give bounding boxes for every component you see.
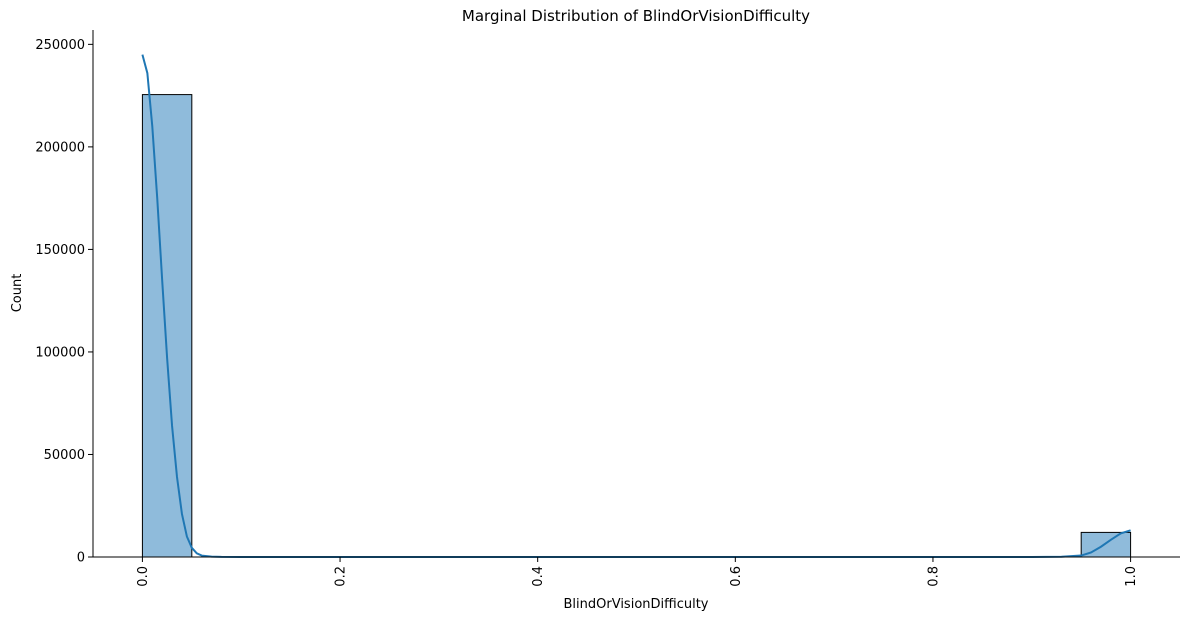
x-tick-label-1: 0.2 (334, 566, 349, 587)
y-tick-label-1: 50000 (44, 448, 85, 463)
y-tick-label-0: 0 (77, 551, 85, 566)
y-axis-ticks: 0 50000 100000 150000 200000 250000 (35, 38, 93, 566)
kde-line (141, 54, 1131, 558)
chart-title: Marginal Distribution of BlindOrVisionDi… (462, 7, 810, 25)
y-axis-label: Count (10, 274, 25, 313)
plot-area (141, 54, 1132, 558)
y-tick-label-2: 100000 (35, 345, 85, 360)
x-axis-label: BlindOrVisionDifficulty (564, 597, 709, 612)
x-tick-label-2: 0.4 (531, 566, 546, 587)
y-tick-label-3: 150000 (35, 243, 85, 258)
histogram-bar-0 (141, 94, 193, 558)
y-tick-label-4: 200000 (35, 140, 85, 155)
x-axis-ticks: 0.0 0.2 0.4 0.6 0.8 1.0 (136, 557, 1139, 587)
x-tick-label-5: 1.0 (1124, 566, 1139, 587)
x-tick-label-4: 0.8 (926, 566, 941, 587)
y-tick-label-5: 250000 (35, 38, 85, 53)
x-tick-label-3: 0.6 (729, 566, 744, 587)
histogram-bars (141, 94, 1132, 558)
x-tick-label-0: 0.0 (136, 566, 151, 587)
